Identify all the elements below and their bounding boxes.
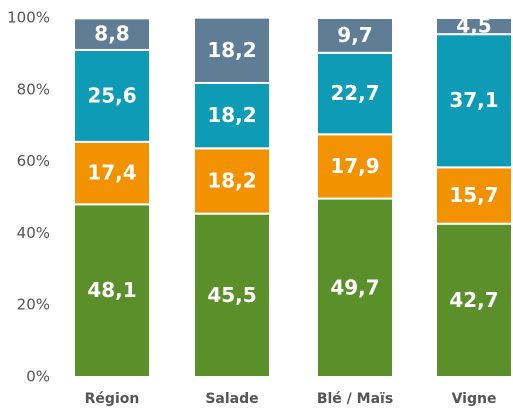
data-label: 18,2 [207,103,256,127]
bar-segment [73,203,151,378]
bar-segment [316,17,394,54]
bar-segment [316,197,394,378]
bar-segment [435,33,513,169]
y-tick-label: 40% [17,224,50,242]
data-label: 17,4 [87,161,136,185]
data-label: 48,1 [87,278,136,302]
bar-segment [73,140,151,206]
data-label: 18,2 [207,38,256,62]
data-label: 37,1 [449,88,498,112]
data-label: 22,7 [330,81,379,105]
data-label: 45,5 [207,283,256,307]
x-tick-label: Blé / Maïs [317,391,393,407]
bar-segment [435,222,513,378]
y-tick-label: 20% [17,296,50,314]
bar-segment [73,17,151,51]
data-label: 17,9 [330,154,379,178]
bar-segment [316,51,394,136]
data-label: 8,8 [94,22,129,46]
bar-segment [193,212,271,378]
y-tick-label: 0% [26,368,50,386]
data-label: 18,2 [207,168,256,192]
y-tick-label: 60% [17,152,50,170]
x-tick-label: Salade [205,391,258,407]
y-tick-label: 100% [7,9,50,27]
data-label: 49,7 [330,275,379,299]
data-label: 15,7 [449,183,498,207]
data-label: 4,5 [456,14,491,38]
bar-segment [193,81,271,150]
y-tick-label: 80% [17,80,50,98]
bar-segment [193,16,271,84]
data-label: 25,6 [87,83,136,107]
data-label: 42,7 [449,288,498,312]
bar-segment [316,133,394,200]
bar-segment [435,17,513,36]
x-tick-label: Vigne [452,391,497,407]
x-tick-label: Région [85,391,140,407]
bar-segment [193,147,271,215]
data-label: 9,7 [337,23,372,47]
